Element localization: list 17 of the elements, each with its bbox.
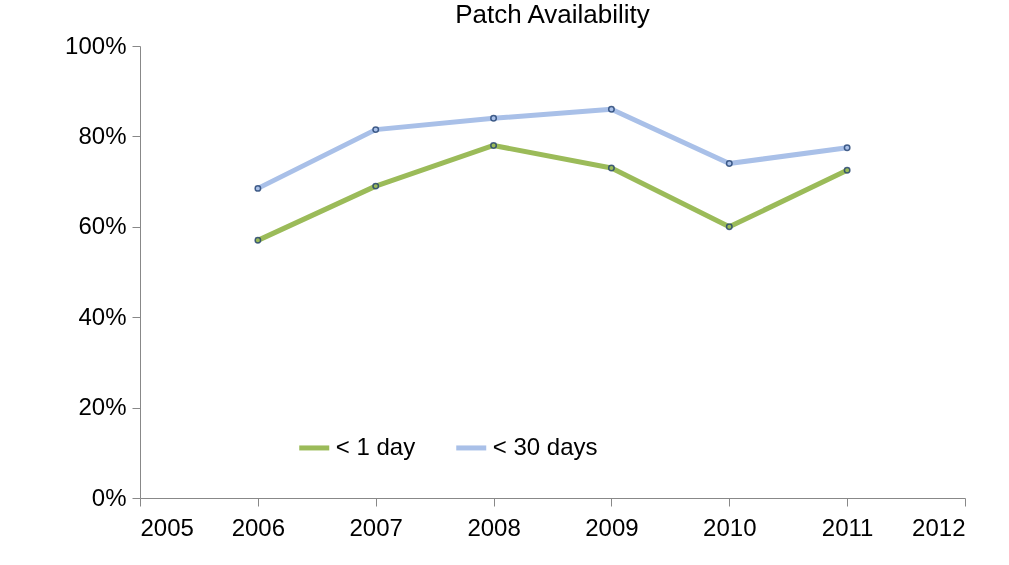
y-tick-label: 0% — [91, 483, 127, 511]
x-tick-label: 2012 — [912, 513, 966, 541]
y-tick-label: 40% — [78, 302, 127, 330]
x-tick-label: 2008 — [467, 513, 521, 541]
y-tick-label: 60% — [78, 212, 127, 240]
x-tick-label: 2005 — [140, 513, 194, 541]
chart-title: Patch Availability — [455, 0, 650, 29]
x-tick-label: 2006 — [231, 513, 286, 541]
y-tick-label: 20% — [78, 393, 127, 421]
x-tick-label: 2009 — [585, 513, 639, 541]
y-tick-label: 80% — [78, 121, 127, 149]
x-tick-label: 2010 — [703, 513, 757, 541]
legend-label: < 30 days — [492, 432, 598, 460]
y-tick-label: 100% — [65, 31, 127, 59]
legend-label: < 1 day — [335, 432, 416, 460]
x-tick-label: 2007 — [349, 513, 403, 541]
x-tick-label: 2011 — [821, 513, 874, 541]
